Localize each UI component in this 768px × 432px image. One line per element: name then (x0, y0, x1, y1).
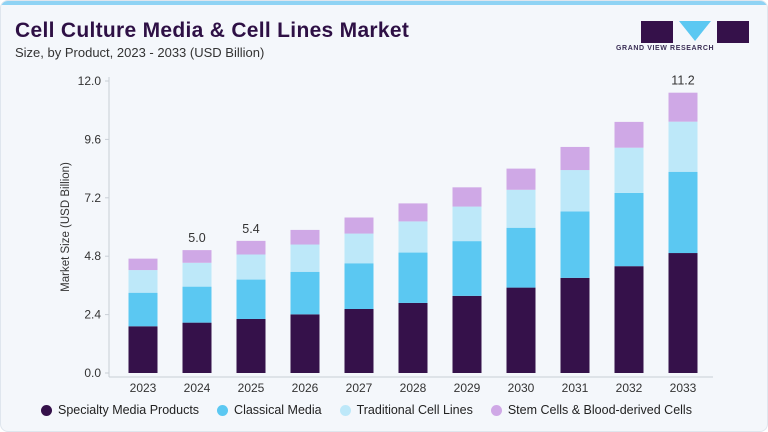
y-tick-label: 12.0 (78, 74, 102, 88)
bar-segment-2029-4 (452, 187, 482, 207)
bar-segment-2029-3 (452, 206, 482, 242)
grand-view-research-logo (641, 21, 749, 43)
bar-segment-2023-2 (128, 292, 158, 327)
bar-segment-2030-1 (506, 287, 536, 373)
bar-segment-2032-4 (614, 121, 644, 148)
bar-segment-2027-3 (344, 233, 374, 264)
bar-segment-2025-3 (236, 254, 266, 280)
y-axis-label: Market Size (USD Billion) (60, 162, 72, 292)
legend-item: Stem Cells & Blood-derived Cells (490, 403, 692, 417)
bar-segment-2033-2 (668, 171, 698, 254)
bar-segment-2023-4 (128, 258, 158, 271)
legend-swatch (339, 404, 351, 416)
bar-segment-2026-2 (290, 271, 320, 315)
bar-segment-2028-3 (398, 221, 428, 253)
bar-segment-2032-2 (614, 192, 644, 267)
top-accent-bar (1, 1, 767, 5)
y-tick-label: 4.8 (84, 249, 101, 263)
legend-item: Specialty Media Products (41, 403, 199, 417)
bar-segment-2023-3 (128, 270, 158, 293)
data-label-2033: 11.2 (671, 74, 694, 88)
bar-segment-2029-1 (452, 295, 482, 373)
bar-segment-2028-4 (398, 203, 428, 222)
bar-segment-2031-3 (560, 170, 590, 212)
bar-segment-2030-3 (506, 189, 536, 228)
legend-label: Stem Cells & Blood-derived Cells (507, 403, 692, 417)
bar-segment-2033-4 (668, 92, 698, 122)
legend: Specialty Media Products Classical Media T… (41, 403, 692, 417)
bar-segment-2024-2 (182, 286, 212, 323)
bar-segment-2031-2 (560, 211, 590, 278)
legend-swatch (490, 404, 502, 416)
y-tick-label: 7.2 (84, 191, 101, 205)
data-label-2025: 5.4 (242, 222, 259, 236)
x-tick-label: 2032 (616, 381, 643, 395)
data-label-2024: 5.0 (188, 231, 205, 245)
legend-label: Specialty Media Products (58, 403, 200, 417)
y-tick-label: 9.6 (84, 132, 101, 146)
bar-segment-2027-2 (344, 263, 374, 310)
legend-swatch (41, 404, 52, 416)
bar-segment-2031-4 (560, 146, 590, 171)
bar-segment-2033-3 (668, 121, 698, 172)
bar-segment-2026-1 (290, 314, 320, 373)
y-tick-label: 0.0 (84, 366, 101, 380)
x-tick-label: 2029 (454, 381, 481, 395)
bar-segment-2025-4 (236, 240, 266, 255)
bar-segment-2024-3 (182, 262, 212, 287)
x-tick-label: 2033 (670, 381, 697, 395)
legend-item: Traditional Cell Lines (339, 403, 473, 417)
legend-label: Classical Media (234, 403, 322, 417)
x-tick-label: 2026 (292, 381, 319, 395)
y-tick-label: 2.4 (84, 308, 101, 322)
chart-title: Cell Culture Media & Cell Lines Market (15, 19, 410, 42)
bar-segment-2026-3 (290, 244, 320, 272)
bar-segment-2031-1 (560, 277, 590, 373)
x-tick-label: 2028 (400, 381, 427, 395)
bar-segment-2027-4 (344, 217, 374, 234)
bar-segment-2024-1 (182, 322, 212, 373)
bar-segment-2025-1 (236, 318, 266, 373)
x-tick-label: 2025 (238, 381, 265, 395)
x-tick-label: 2024 (184, 381, 211, 395)
bar-segment-2028-1 (398, 302, 428, 373)
x-tick-label: 2031 (562, 381, 589, 395)
x-tick-label: 2027 (346, 381, 373, 395)
x-tick-label: 2023 (130, 381, 157, 395)
chart-subtitle: Size, by Product, 2023 - 2033 (USD Billi… (15, 45, 265, 60)
legend-label: Traditional Cell Lines (356, 403, 473, 417)
bar-segment-2030-4 (506, 168, 536, 190)
bar-segment-2032-1 (614, 266, 644, 373)
bar-segment-2030-2 (506, 227, 536, 288)
x-tick-label: 2030 (508, 381, 535, 395)
logo-text: GRAND VIEW RESEARCH (616, 45, 715, 52)
bar-segment-2033-1 (668, 253, 698, 373)
bar-segment-2025-2 (236, 279, 266, 319)
bar-segment-2029-2 (452, 241, 482, 296)
bar-segment-2024-4 (182, 250, 212, 263)
bar-segment-2028-2 (398, 252, 428, 303)
bar-segment-2026-4 (290, 229, 320, 245)
bar-segment-2023-1 (128, 326, 158, 373)
bar-segment-2027-1 (344, 309, 374, 373)
legend-swatch (217, 404, 229, 416)
bar-segment-2032-3 (614, 147, 644, 193)
legend-item: Classical Media (217, 403, 322, 417)
